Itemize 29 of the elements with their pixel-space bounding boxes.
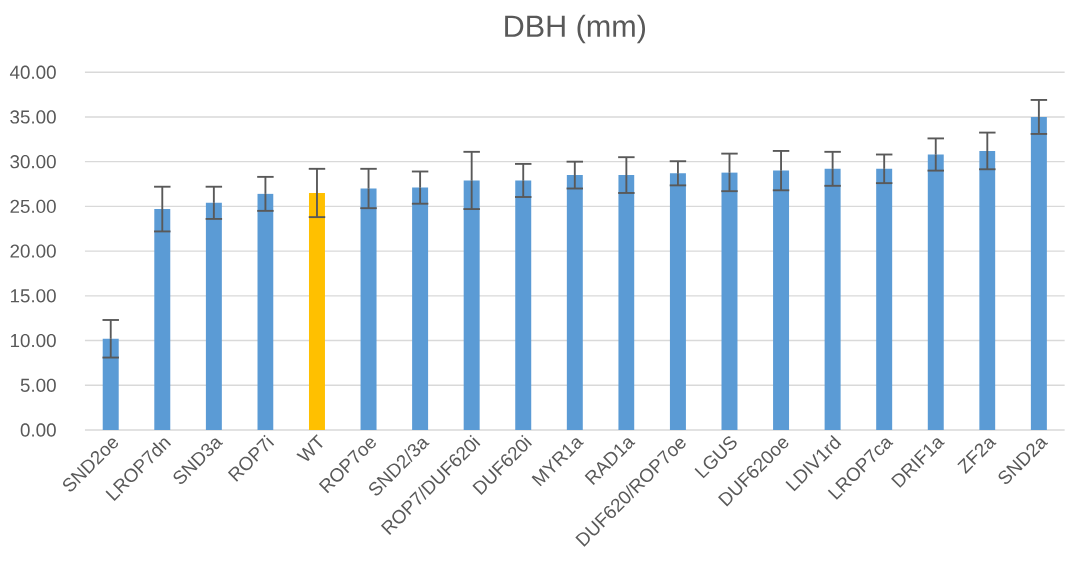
bar [566, 175, 583, 430]
bar [308, 192, 325, 430]
bar [876, 168, 893, 430]
y-tick-label: 15.00 [10, 289, 56, 303]
bar [102, 338, 119, 430]
bar [205, 202, 222, 430]
bar [154, 209, 171, 430]
y-tick-label: 10.00 [10, 333, 56, 348]
y-tick-label: 25.00 [10, 199, 56, 213]
bar [412, 187, 429, 430]
bar [927, 154, 944, 430]
y-tick-label: 35.00 [10, 110, 56, 124]
y-tick-label: 40.00 [9, 65, 56, 79]
y-tick-label: 5.00 [20, 378, 56, 392]
bar [463, 180, 480, 430]
bar [515, 180, 532, 430]
y-tick-label: 30.00 [10, 154, 56, 169]
bar [721, 172, 738, 430]
bar [773, 170, 790, 430]
bar [360, 188, 377, 430]
bar [1030, 116, 1047, 430]
bar [979, 150, 996, 430]
y-tick-label: 0.00 [20, 423, 56, 437]
bar [669, 173, 686, 430]
bar [257, 193, 274, 430]
bar [618, 175, 635, 430]
chart-title: DBH (mm) [505, 14, 646, 44]
bar [824, 168, 841, 430]
y-tick-label: 20.00 [10, 244, 56, 258]
